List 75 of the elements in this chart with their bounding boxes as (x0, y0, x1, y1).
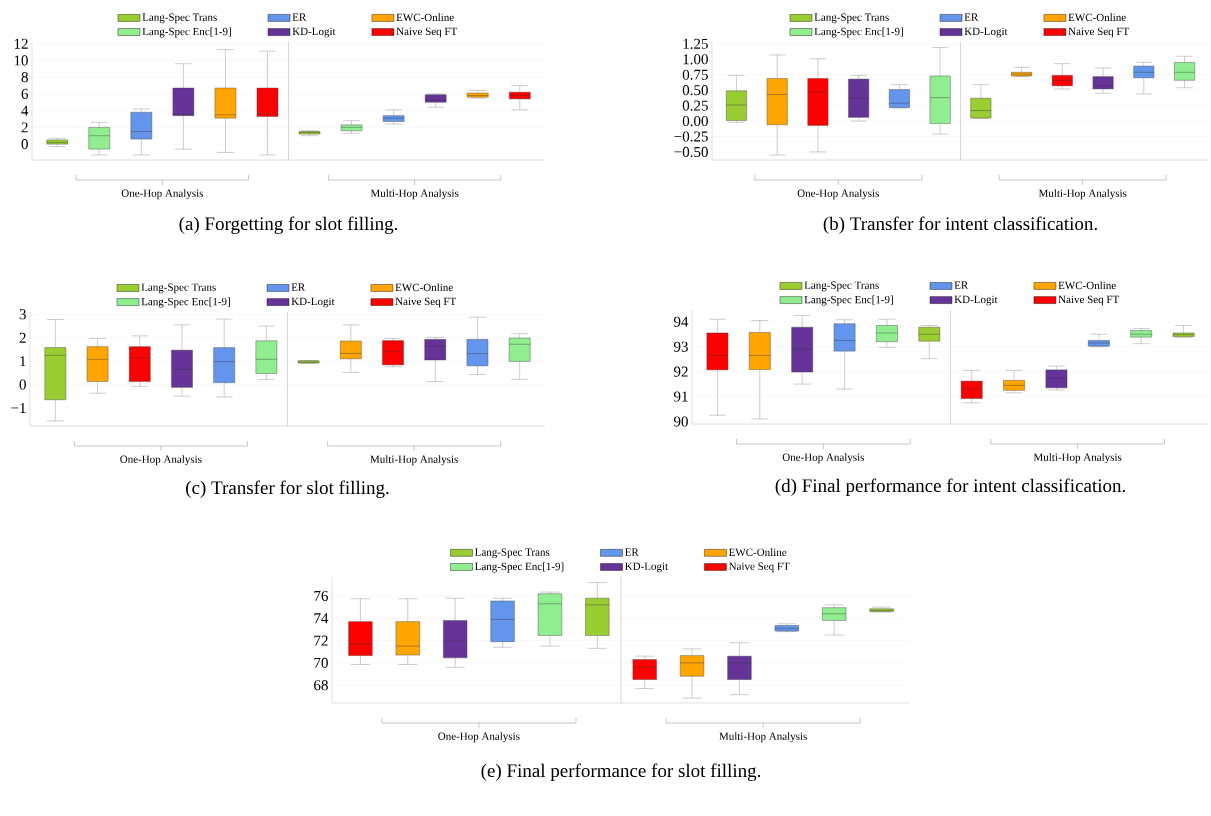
legend-label: Naive Seq FT (1068, 27, 1130, 38)
y-tick-label: 72 (314, 635, 328, 646)
text: One-Hop Analysis (438, 732, 520, 743)
legend-label: Lang-Spec Trans (474, 548, 550, 559)
y-tick-label: 91 (673, 391, 688, 402)
y-tick-label: 76 (314, 590, 329, 601)
y-tick-label: 92 (673, 366, 688, 377)
legend-label: Naive Seq FT (396, 27, 458, 38)
text: One-Hop Analysis (121, 189, 204, 200)
y-tick-label: 2 (21, 122, 28, 133)
y-tick-label: −0.50 (674, 146, 708, 158)
legend-label: KD-Logit (964, 27, 1008, 38)
y-tick-label: 1.25 (683, 38, 708, 49)
text: (d) Final performance for intent classification. (775, 478, 1125, 496)
text: Multi-Hop Analysis (1033, 453, 1122, 464)
legend-label: Naive Seq FT (1058, 295, 1120, 306)
text: (a) Forgetting for slot filling. (179, 216, 398, 234)
y-tick-label: 0.00 (682, 115, 708, 127)
y-tick-label: 3 (19, 309, 26, 320)
y-tick-label: 2 (19, 332, 26, 343)
legend-label: Lang-Spec Trans (141, 283, 216, 294)
legend-label: ER (291, 283, 306, 291)
text: One-Hop Analysis (797, 189, 879, 200)
legend-label: Lang-Spec Enc[1-9] (474, 562, 564, 573)
legend-label: Lang-Spec Enc[1-9] (142, 27, 231, 38)
legend-label: Naive Seq FT (728, 562, 790, 573)
legend-label: Lang-Spec Enc[1-9] (814, 27, 903, 38)
legend-label: KD-Logit (954, 295, 998, 306)
y-tick-label: 68 (314, 680, 328, 691)
y-tick-label: 93 (673, 341, 688, 352)
legend-label: EWC-Online (728, 548, 787, 557)
y-tick-label: 70 (314, 657, 328, 668)
legend-label: EWC-Online (1058, 281, 1116, 290)
legend-label: ER (292, 13, 307, 21)
text: (b) Transfer for intent classification. (823, 216, 1097, 234)
y-tick-label: 10 (14, 55, 28, 66)
legend-label: Lang-Spec Enc[1-9] (804, 295, 893, 306)
y-tick-label: 0 (19, 379, 26, 390)
text: Multi-Hop Analysis (1038, 189, 1127, 200)
legend-label: ER (625, 548, 639, 556)
legend-label: EWC-Online (1068, 13, 1126, 22)
y-tick-label: 0 (21, 139, 28, 150)
text: Multi-Hop Analysis (370, 189, 459, 200)
legend-label: Naive Seq FT (395, 297, 457, 308)
y-tick-label: 0.50 (682, 85, 708, 96)
legend-label: KD-Logit (625, 562, 669, 573)
legend-label: Lang-Spec Trans (142, 13, 217, 24)
y-tick-label: −1 (11, 403, 26, 413)
y-tick-label: 6 (21, 88, 29, 99)
legend-label: ER (964, 13, 979, 21)
text: (e) Final performance for slot filling. (481, 763, 761, 781)
y-tick-label: 94 (673, 316, 689, 327)
y-tick-label: 74 (314, 613, 329, 624)
legend-label: KD-Logit (291, 297, 335, 308)
y-tick-label: 1 (20, 356, 26, 367)
y-tick-label: 0.25 (682, 100, 708, 111)
y-tick-label: 1.00 (683, 54, 708, 65)
y-tick-label: −0.25 (674, 131, 708, 142)
text: One-Hop Analysis (120, 455, 202, 466)
y-tick-label: 4 (21, 105, 29, 116)
y-tick-label: 8 (21, 72, 28, 83)
y-tick-label: 12 (14, 38, 28, 49)
legend-label: ER (954, 281, 969, 289)
text: Multi-Hop Analysis (719, 732, 807, 743)
legend-label: Lang-Spec Trans (814, 13, 889, 24)
text: One-Hop Analysis (782, 453, 865, 464)
legend-label: Lang-Spec Trans (804, 281, 879, 292)
y-tick-label: 90 (673, 416, 688, 427)
legend-label: EWC-Online (396, 13, 454, 22)
legend-label: Lang-Spec Enc[1-9] (141, 297, 230, 308)
text: (c) Transfer for slot filling. (186, 480, 389, 498)
legend-label: KD-Logit (292, 27, 336, 38)
legend-label: EWC-Online (395, 283, 453, 292)
text: Multi-Hop Analysis (370, 455, 458, 466)
y-tick-label: 0.75 (682, 69, 708, 80)
